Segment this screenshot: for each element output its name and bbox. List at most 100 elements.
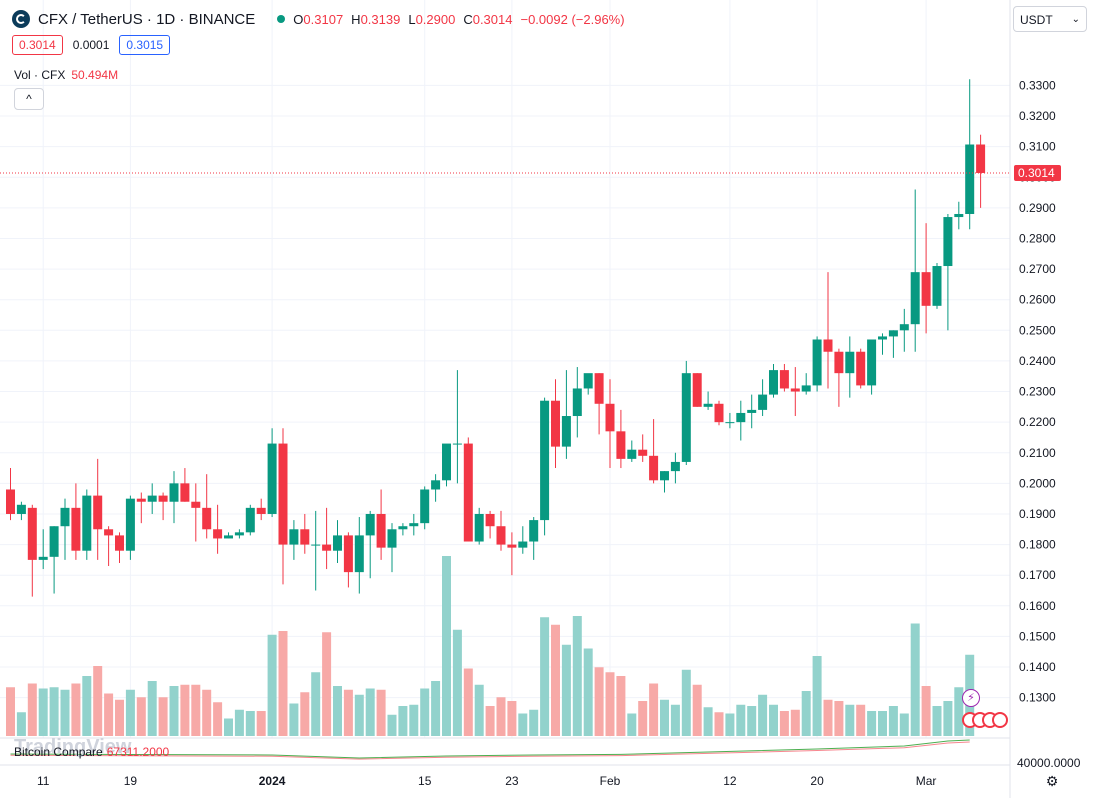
last-price-badge: [1014, 164, 1061, 181]
volume-bar: [660, 699, 669, 736]
candle-body: [485, 513, 495, 527]
volume-bar: [496, 697, 506, 736]
candle-body: [125, 498, 135, 551]
volume-bar: [551, 624, 560, 736]
candle-body: [834, 351, 844, 374]
time-tick-label: 12: [723, 774, 737, 788]
volume-bar: [834, 701, 844, 736]
symbol-title[interactable]: CFX / TetherUS · 1D · BINANCE: [38, 10, 256, 28]
candle-body: [649, 455, 659, 481]
candle-body: [660, 471, 669, 481]
volume-bar: [158, 697, 168, 736]
volume-bar: [442, 556, 451, 736]
candle-body: [496, 526, 506, 545]
price-tick-label: 0.2400: [1019, 354, 1056, 368]
price-tick-label: 0.3300: [1019, 78, 1056, 92]
volume-bar: [485, 706, 495, 736]
volume-bar: [758, 694, 768, 736]
volume-bar: [224, 718, 233, 736]
candle-body: [845, 351, 855, 374]
candle-body: [6, 489, 15, 514]
price-tick-label: 0.2000: [1019, 476, 1056, 490]
candle-body: [474, 513, 484, 542]
market-status-icon[interactable]: [277, 15, 286, 23]
volume-bar: [779, 711, 789, 736]
volume-bar: [736, 704, 746, 736]
volume-bar: [6, 687, 15, 736]
price-tick-label: 0.2900: [1019, 201, 1056, 215]
bitcoin-compare-legend: Bitcoin Compare 67311.2000: [14, 745, 170, 759]
candle-body: [365, 513, 375, 536]
candle-body: [518, 541, 528, 548]
compare-axis-label: 40000.0000: [1017, 756, 1081, 770]
tradingview-watermark: TradingView: [14, 736, 132, 758]
candle-body: [965, 144, 975, 214]
price-tick-label: 0.1900: [1019, 507, 1056, 521]
candle-body: [725, 422, 735, 424]
candle-body: [616, 431, 626, 459]
candle-body: [943, 217, 953, 267]
volume-bar: [540, 617, 550, 736]
settings-gear-icon[interactable]: ⚙: [1045, 773, 1059, 789]
time-tick-label: 23: [505, 774, 519, 788]
candle-body: [681, 373, 691, 462]
candle-body: [82, 495, 92, 551]
volume-bar: [605, 672, 615, 736]
volume-bar: [856, 704, 866, 736]
economic-events[interactable]: [962, 712, 1008, 728]
volume-bar: [452, 629, 462, 736]
volume-bar: [616, 676, 626, 736]
price-tick-label: 0.2700: [1019, 262, 1056, 276]
candle-body: [463, 443, 473, 542]
volume-bar: [812, 656, 822, 736]
candle-body: [38, 556, 48, 560]
candle-body: [409, 523, 419, 527]
candle-body: [790, 388, 800, 392]
price-tick-label: 0.1800: [1019, 538, 1056, 552]
time-tick-label: 11: [37, 774, 50, 788]
volume-bar: [300, 692, 310, 736]
chevron-up-icon: ^: [26, 92, 32, 106]
price-tick-label: 0.1700: [1019, 568, 1056, 582]
lightning-event-icon[interactable]: ⚡: [962, 689, 980, 707]
time-tick-label: Feb: [600, 774, 621, 788]
sell-button[interactable]: 0.3014: [12, 35, 63, 55]
cfx-logo-icon: [12, 10, 30, 28]
price-tick-label: 0.2200: [1019, 415, 1056, 429]
volume-bar: [289, 703, 299, 736]
candle-body: [322, 544, 332, 551]
compare-line: [10, 739, 970, 759]
candle-body: [354, 535, 364, 573]
candle-body: [910, 272, 920, 325]
candle-body: [801, 385, 811, 392]
volume-bar: [463, 668, 473, 736]
symbol-header: CFX / TetherUS · 1D · BINANCE O0.3107 H0…: [12, 8, 625, 30]
candle-body: [224, 535, 233, 539]
price-tick-label: 0.3200: [1019, 109, 1056, 123]
ohlc-values: O0.3107 H0.3139 L0.2900 C0.3014 −0.0092 …: [293, 11, 625, 27]
candle-body: [431, 480, 441, 490]
volume-bar: [725, 713, 735, 736]
candle-body: [605, 403, 615, 432]
candle-body: [169, 483, 179, 502]
volume-bar: [823, 699, 833, 736]
candle-body: [278, 443, 288, 545]
currency-select[interactable]: USDT ⌄: [1013, 6, 1087, 32]
collapse-legend-button[interactable]: ^: [14, 88, 44, 110]
price-tick-label: 0.2300: [1019, 385, 1056, 399]
volume-bar: [354, 694, 364, 736]
candle-body: [572, 388, 582, 417]
volume-bar: [529, 709, 539, 736]
candle-body: [387, 529, 397, 548]
buy-button[interactable]: 0.3015: [119, 35, 171, 55]
candle-body: [71, 507, 81, 551]
price-tick-label: 0.3100: [1019, 140, 1056, 154]
us-flag-icon[interactable]: [992, 712, 1008, 728]
volume-bar: [343, 689, 353, 736]
volume-bar: [572, 616, 582, 736]
price-tick-label: 0.1300: [1019, 691, 1056, 705]
volume-bar: [49, 687, 59, 736]
volume-bar: [191, 684, 201, 736]
price-tick-label: 0.1400: [1019, 660, 1056, 674]
